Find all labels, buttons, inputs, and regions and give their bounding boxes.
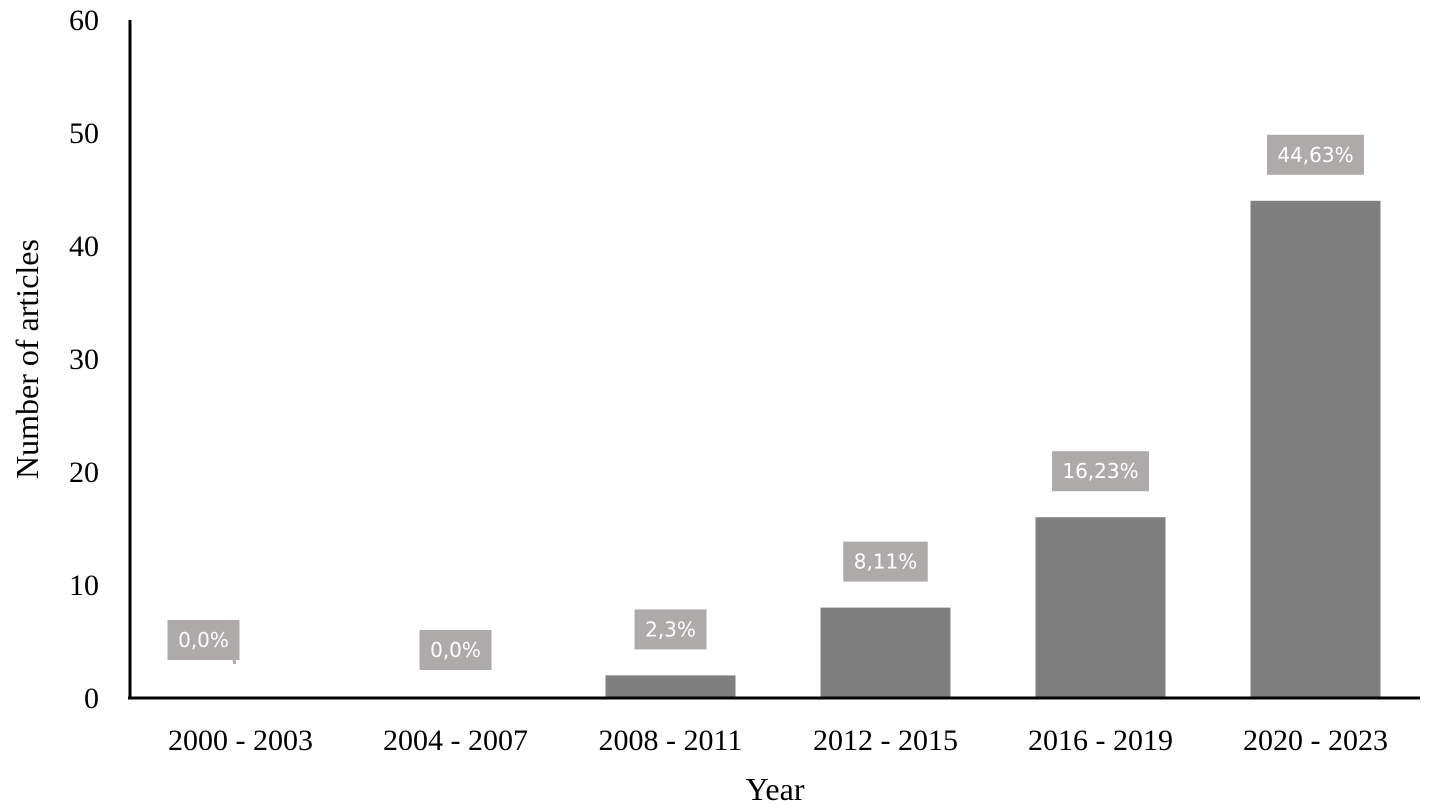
data-label-text: 2,3% xyxy=(645,617,696,641)
data-label-box xyxy=(634,609,707,650)
y-tick-label: 50 xyxy=(69,117,99,150)
data-label-box xyxy=(843,541,928,582)
bar xyxy=(1035,517,1166,698)
data-label: 2,3% xyxy=(634,609,707,650)
y-tick-labels: 0 10 20 30 40 50 60 xyxy=(69,4,99,715)
x-tick-label: 2016 - 2019 xyxy=(1028,724,1173,757)
data-label: 44,63% xyxy=(1267,134,1364,175)
bar xyxy=(1250,200,1381,699)
x-axis-title: Year xyxy=(746,771,805,807)
data-labels-group: 0,0% 0,0% 2,3% 8,11% 16,23% 44,63% xyxy=(167,134,1364,670)
x-tick-labels: 2000 - 2003 2004 - 2007 2008 - 2011 2012 - … xyxy=(168,724,1388,757)
data-label: 8,11% xyxy=(843,541,928,582)
bar xyxy=(605,675,736,698)
y-tick-label: 10 xyxy=(69,569,99,602)
x-tick-label: 2008 - 2011 xyxy=(599,724,743,757)
data-label-box xyxy=(1267,134,1364,175)
data-label-box xyxy=(419,630,492,670)
x-tick-label: 2020 - 2023 xyxy=(1243,724,1388,757)
data-label-text: 44,63% xyxy=(1277,143,1353,167)
x-tick-label: 2004 - 2007 xyxy=(383,724,528,757)
data-label: 0,0% xyxy=(167,620,240,660)
data-label-box xyxy=(167,620,240,660)
y-tick-label: 60 xyxy=(69,4,99,37)
y-tick-label: 20 xyxy=(69,456,99,489)
data-label: 16,23% xyxy=(1052,451,1149,492)
data-label-text: 0,0% xyxy=(178,628,229,652)
bar xyxy=(820,607,951,698)
data-label-text: 16,23% xyxy=(1062,459,1138,483)
y-tick-label: 40 xyxy=(69,230,99,263)
y-axis-title: Number of articles xyxy=(9,239,45,479)
data-label-text: 0,0% xyxy=(430,638,481,662)
x-tick-label: 2012 - 2015 xyxy=(813,724,958,757)
y-tick-label: 0 xyxy=(84,682,99,715)
bars-group xyxy=(605,200,1381,699)
data-label-box xyxy=(1052,451,1149,492)
y-tick-label: 30 xyxy=(69,343,99,376)
data-label-text: 8,11% xyxy=(854,550,918,574)
data-label: 0,0% xyxy=(419,630,492,670)
x-tick-label: 2000 - 2003 xyxy=(168,724,313,757)
